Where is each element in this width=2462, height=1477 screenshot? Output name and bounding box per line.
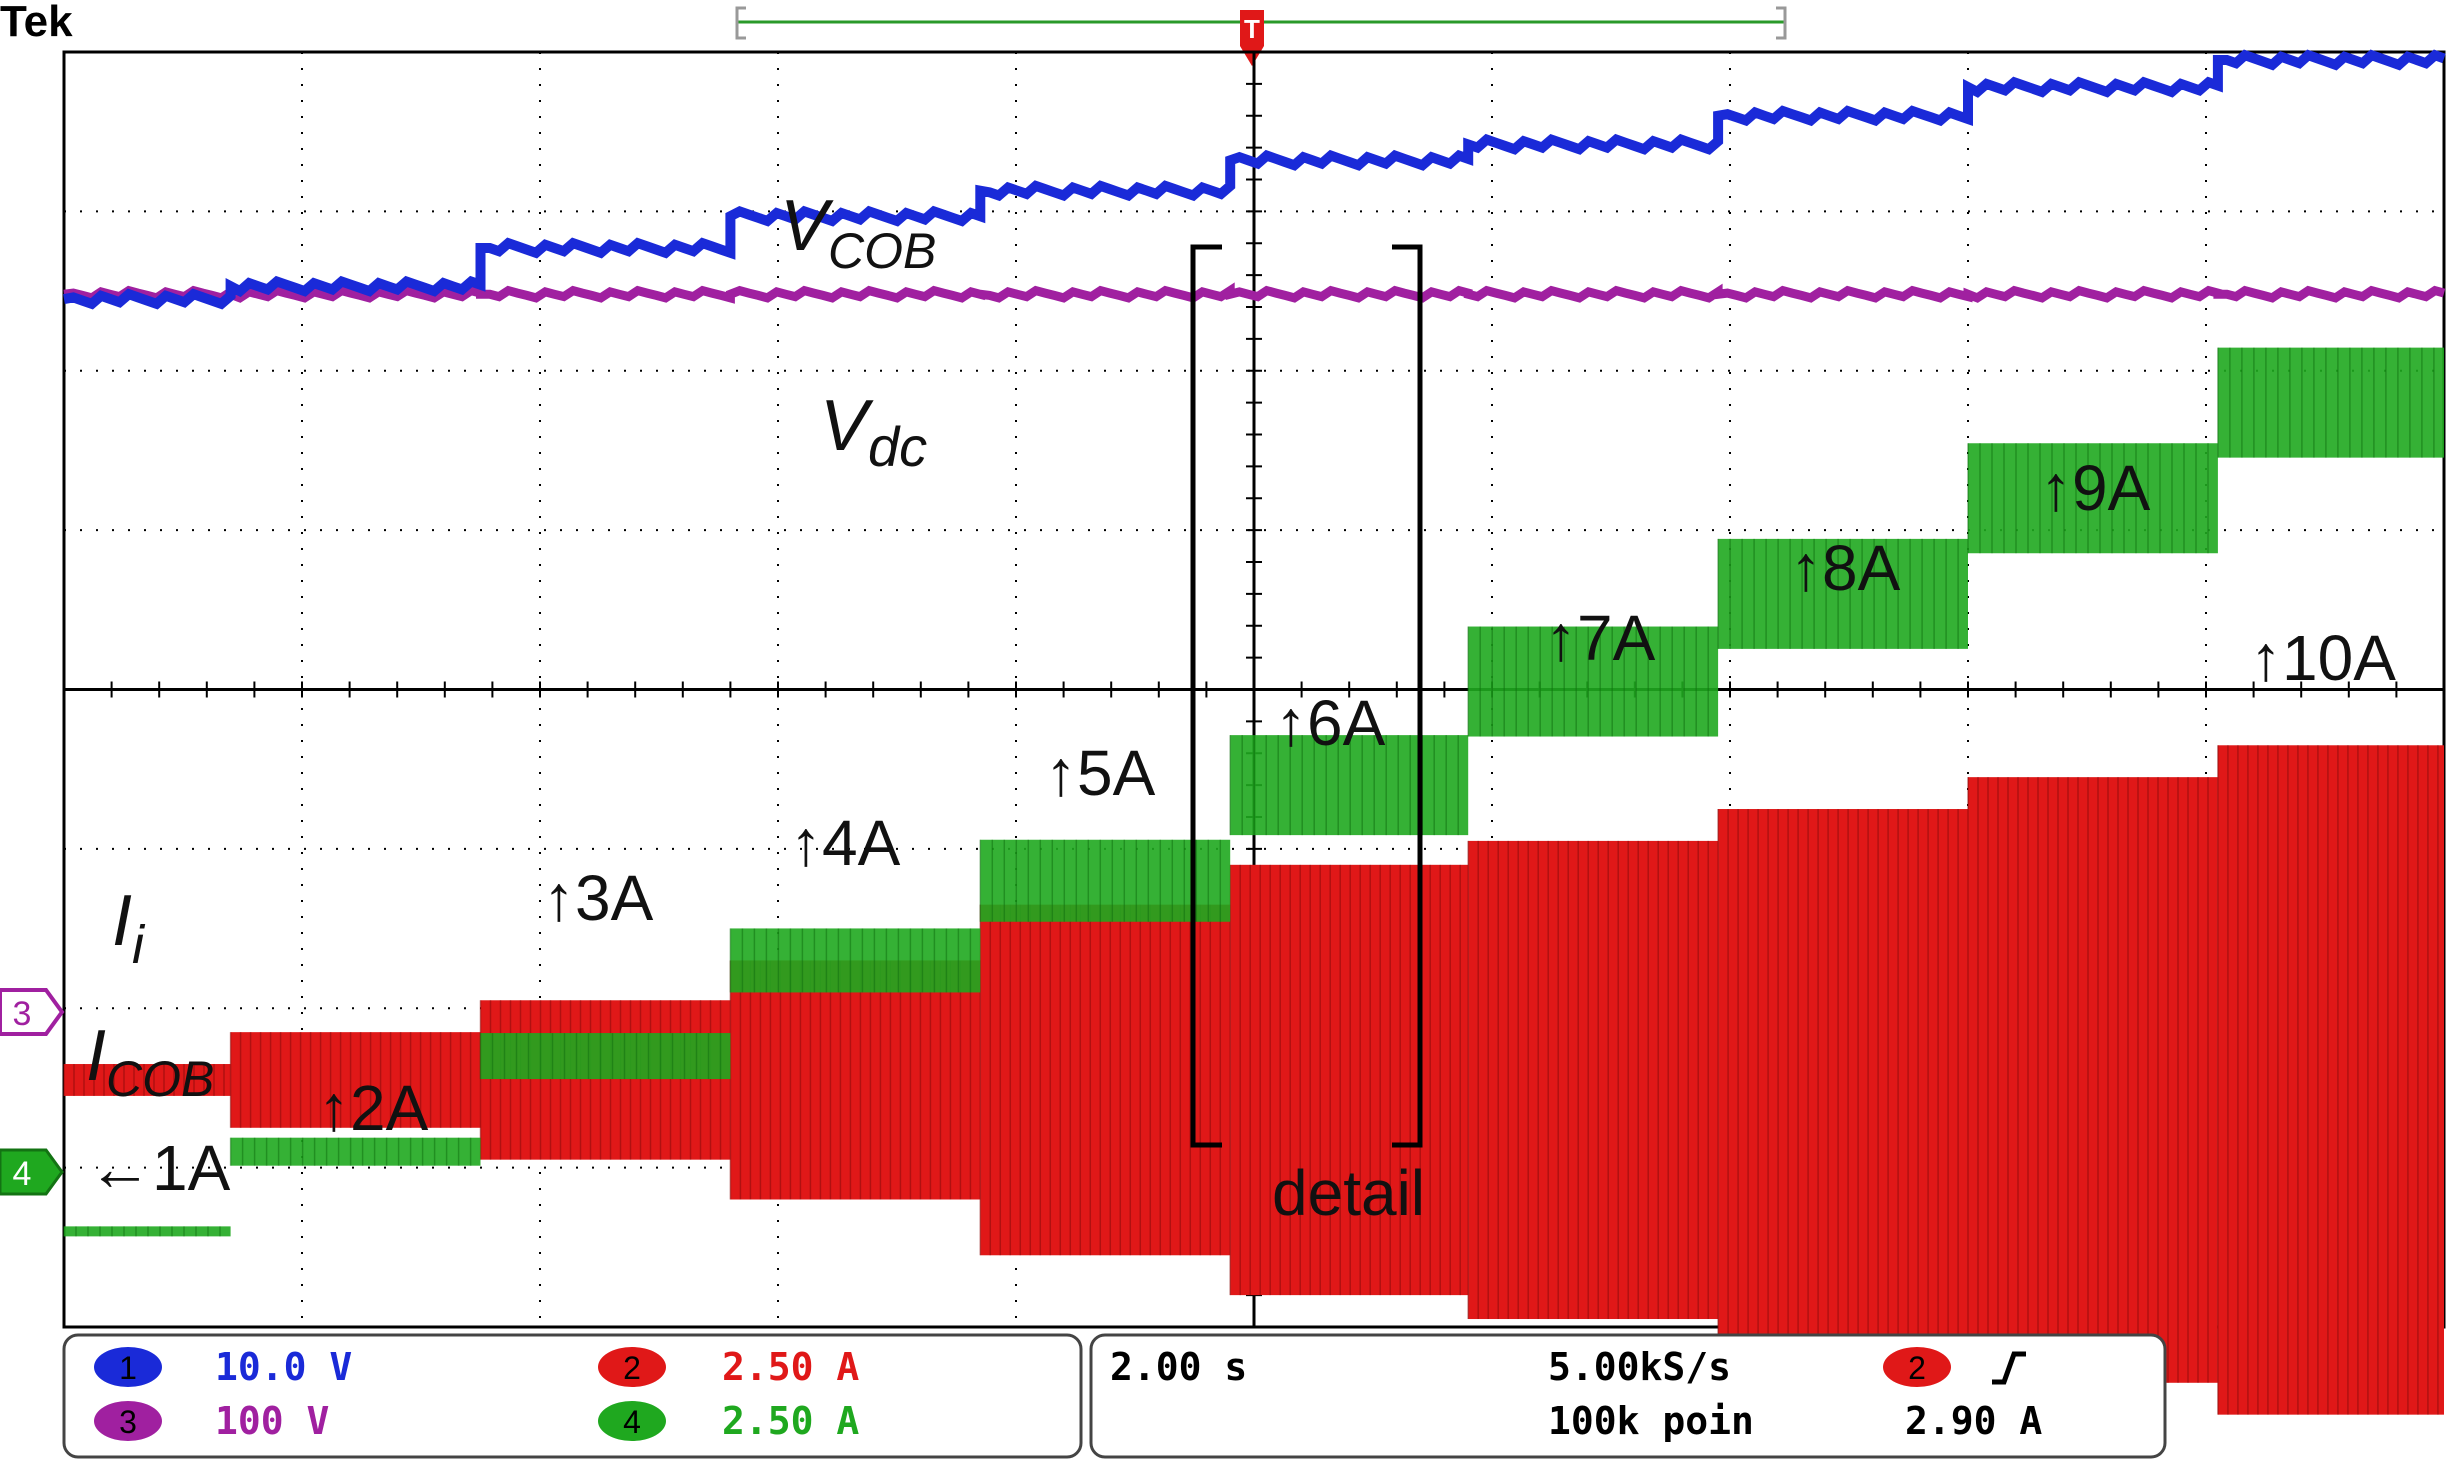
- current-step-6a: ↑6A: [1275, 687, 1386, 759]
- ii-envelope-segment: [1468, 840, 1719, 1320]
- current-step-10a: ↑10A: [2250, 622, 2396, 694]
- time-per-div: 2.00 s: [1110, 1345, 1247, 1389]
- icob-trace: [63, 347, 2444, 1237]
- icob-label-main: I: [86, 1016, 106, 1096]
- ch1-badge: [94, 1347, 162, 1387]
- brand-label: Tek: [0, 0, 73, 46]
- icob-ripple-band: [730, 928, 981, 993]
- ch4-ground-marker-label: 4: [13, 1155, 32, 1193]
- trigger-marker-arrow: [1240, 46, 1264, 66]
- ch3-ground-marker-label: 3: [13, 995, 32, 1033]
- current-step-4a: ↑4A: [790, 807, 901, 879]
- ii-envelope-segment: [730, 960, 981, 1200]
- current-step-8a: ↑8A: [1790, 532, 1901, 604]
- detail-bracket: [1190, 244, 1423, 1148]
- ii-envelope-segment: [1968, 777, 2218, 1383]
- graticule-grid: [63, 51, 2445, 1328]
- sample-rate: 5.00kS/s: [1548, 1345, 1731, 1389]
- detail-bracket-left: [1190, 244, 1222, 1148]
- channel-readout-box: [62, 1333, 1083, 1459]
- record-bar-left-bracket: [735, 6, 746, 40]
- ch4-ground-marker: 4: [0, 1148, 64, 1196]
- icob-ripple-band: [1468, 626, 1719, 737]
- ii-envelope-segment: [1718, 809, 1968, 1351]
- record-length: 100k poin: [1548, 1399, 1754, 1443]
- ch3-ground-marker: 3: [0, 988, 65, 1036]
- trigger-marker-box: [1240, 10, 1264, 46]
- ch4-badge: [598, 1401, 666, 1441]
- ch3-scale: 100 V: [215, 1399, 329, 1443]
- icob-ripple-band: [230, 1137, 481, 1166]
- trigger-position-marker: T: [1240, 10, 1264, 66]
- ch1-scale: 10.0 V: [215, 1345, 352, 1389]
- trigger-marker-letter: T: [1244, 14, 1260, 44]
- vcob-trace: [63, 49, 2446, 310]
- record-bar-right-bracket: [1776, 6, 1787, 40]
- ii-label-main: I: [112, 881, 132, 961]
- vdc-label-main: V: [820, 386, 874, 466]
- ii-envelope-segment: [1230, 864, 1469, 1296]
- trigger-level: 2.90 A: [1905, 1399, 2042, 1443]
- trigger-channel-label: 2: [1908, 1350, 1926, 1386]
- vdc-label: Vdc: [820, 386, 927, 478]
- ch4-badge-label: 4: [623, 1404, 641, 1440]
- ch3-ground-marker-shape: [0, 988, 65, 1036]
- ch2-badge-label: 2: [623, 1350, 641, 1386]
- icob-ripple-band: [1968, 443, 2218, 554]
- waveform-traces: [63, 49, 2446, 1415]
- ii-trace: [63, 745, 2444, 1415]
- icob-ripple-band: [980, 839, 1231, 922]
- ii-envelope-segment: [64, 1064, 231, 1096]
- current-step-3a: ↑3A: [543, 862, 654, 934]
- ii-envelope-segment: [980, 904, 1231, 1256]
- vcob-label: VCOB: [780, 186, 936, 279]
- annotations: VCOB Vdc Ii ICOB ←1A ↑2A ↑3A ↑4A ↑5A ↑6A…: [86, 186, 2396, 1229]
- channel-ground-markers: 3 4: [0, 988, 65, 1196]
- channel-readout-panel: 1 10.0 V 2 2.50 A 3 100 V 4 2.50 A: [62, 1333, 1083, 1459]
- ch1-badge-label: 1: [119, 1350, 137, 1386]
- current-step-1a: ←1A: [88, 1132, 231, 1204]
- detail-bracket-right: [1392, 244, 1423, 1148]
- ch2-scale: 2.50 A: [722, 1345, 859, 1389]
- ch2-badge: [598, 1347, 666, 1387]
- detail-label: detail: [1272, 1157, 1425, 1229]
- ii-envelope-segment: [230, 1032, 481, 1128]
- icob-ripple-band: [1230, 735, 1469, 836]
- ii-label-sub: i: [132, 915, 146, 975]
- current-step-9a: ↑9A: [2040, 452, 2151, 524]
- trigger-slope-icon: [1992, 1351, 2026, 1385]
- ii-label: Ii: [112, 881, 146, 975]
- current-step-7a: ↑7A: [1545, 602, 1656, 674]
- icob-label-sub: COB: [106, 1051, 214, 1107]
- vdc-label-sub: dc: [868, 415, 927, 478]
- vdc-trace: [63, 282, 2446, 304]
- icob-ripple-band: [480, 1033, 731, 1080]
- current-step-2a: ↑2A: [318, 1072, 429, 1144]
- ii-envelope-segment: [2217, 745, 2444, 1415]
- icob-ripple-band: [1718, 538, 1968, 649]
- ch3-badge: [94, 1401, 162, 1441]
- vcob-label-sub: COB: [828, 223, 936, 279]
- vcob-label-main: V: [780, 186, 834, 266]
- icob-label: ICOB: [86, 1016, 214, 1107]
- trigger-channel-badge: [1883, 1347, 1951, 1387]
- ch3-badge-label: 3: [119, 1404, 137, 1440]
- ch4-scale: 2.50 A: [722, 1399, 859, 1443]
- current-step-5a: ↑5A: [1045, 737, 1156, 809]
- icob-ripple-band: [2217, 347, 2444, 458]
- timebase-readout-panel: 2.00 s 5.00kS/s 100k poin 2 2.90 A: [1089, 1333, 2167, 1459]
- ii-envelope-segment: [480, 1000, 731, 1160]
- ch4-ground-marker-shape: [0, 1148, 64, 1196]
